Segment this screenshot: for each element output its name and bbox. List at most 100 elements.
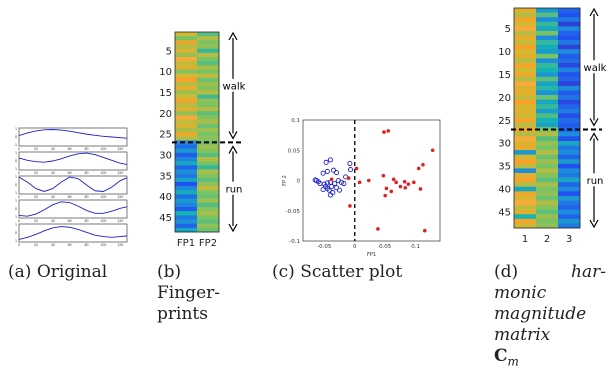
harmonic-cell — [536, 200, 559, 206]
harmonic-cell — [514, 113, 537, 119]
harmonic-cell — [536, 108, 559, 114]
harmonic-cell — [536, 90, 559, 96]
fingerprint-cell — [175, 144, 198, 149]
fingerprint-walk-arrow-head-down — [228, 131, 238, 140]
subplot-5-ytick: 1 — [15, 239, 17, 243]
subplot-5-xtick: 80 — [84, 243, 88, 247]
harmonic-cell — [558, 177, 581, 183]
scatter-point-dot — [376, 227, 380, 231]
subplot-3-xtick: 60 — [68, 195, 72, 199]
fingerprint-cell — [197, 98, 220, 104]
caption-b: (b) Finger- prints — [157, 262, 220, 325]
fingerprint-cell — [197, 207, 220, 212]
harmonic-cell — [536, 159, 559, 165]
subplot-4-line — [18, 201, 128, 217]
harmonic-cell — [514, 90, 537, 96]
subplot-1-xtick: 80 — [84, 147, 88, 151]
harmonic-cell — [558, 81, 581, 87]
subplot-3-xtick: 100 — [100, 195, 106, 199]
harmonic-cell — [514, 218, 537, 224]
fingerprint-walk-label-bg — [222, 78, 246, 92]
fingerprint-cell — [175, 52, 198, 58]
harmonic-cell — [536, 95, 559, 100]
harmonic-cell — [536, 44, 559, 50]
harmonic-cell — [536, 177, 559, 183]
fingerprint-cell — [197, 227, 220, 233]
fingerprint-cell — [197, 211, 220, 216]
harmonic-cell — [514, 85, 537, 91]
caption-b-line2: prints — [157, 304, 208, 324]
scatter-frame — [302, 119, 441, 242]
harmonic-cell — [558, 191, 581, 197]
harmonic-cell — [536, 53, 559, 59]
harmonic-cell — [514, 127, 537, 133]
harmonic-cell — [558, 108, 581, 114]
fingerprint-cell — [197, 198, 220, 204]
harmonic-cell — [558, 122, 581, 128]
scatter-point-dot — [406, 182, 411, 186]
harmonic-cell — [536, 122, 559, 128]
scatter-point-circle — [326, 187, 332, 193]
harmonic-cell — [558, 49, 581, 55]
harmonic-cell — [558, 140, 581, 146]
harmonic-cell — [536, 113, 559, 119]
harmonic-cell — [514, 214, 537, 220]
fingerprint-cell — [175, 173, 198, 179]
subplot-4-xtick: 80 — [84, 219, 88, 223]
harmonic-cell — [514, 35, 537, 41]
harmonic-cell — [558, 186, 581, 192]
caption-c-text: Scatter plot — [300, 262, 403, 282]
scatter-point-dot — [382, 130, 386, 134]
harmonic-cell — [558, 104, 581, 110]
scatter-point-circle — [333, 170, 340, 176]
fingerprint-cell — [175, 115, 198, 120]
fingerprint-walk-arrow-head-up — [228, 31, 238, 41]
subplot-2-xtick: 60 — [68, 171, 72, 175]
fingerprint-cell — [197, 136, 220, 141]
fingerprint-ytick: 45 — [159, 213, 172, 224]
harmonic-cell — [514, 17, 537, 23]
subplot-4-frame — [18, 199, 128, 219]
harmonic-cell — [558, 35, 581, 41]
subplot-2-line — [18, 152, 128, 166]
scatter-point-dot — [383, 193, 388, 198]
harmonic-cell — [514, 145, 537, 151]
subplot-5-xtick: 120 — [117, 243, 123, 247]
fingerprint-cell — [175, 65, 198, 70]
harmonic-cell — [514, 99, 537, 105]
scatter-point-dot — [421, 162, 425, 167]
harmonic-cell — [536, 72, 559, 78]
fingerprint-cell — [175, 136, 198, 141]
fingerprint-cell — [175, 102, 198, 108]
fingerprint-cell — [197, 169, 220, 174]
subplot-2-ytick: 1 — [15, 167, 17, 171]
harmonic-cell — [558, 145, 581, 151]
harmonic-cell — [514, 140, 537, 146]
harmonic-cell — [514, 223, 537, 229]
harmonic-cell — [558, 58, 581, 64]
subplot-5-xtick: 20 — [34, 243, 38, 247]
harmonic-cell — [558, 159, 581, 165]
harmonic-cell — [558, 53, 581, 59]
fingerprint-cell — [175, 123, 198, 129]
fingerprint-cell — [175, 140, 198, 145]
harmonic-run-label-bg — [583, 173, 607, 187]
harmonic-cell — [558, 72, 581, 78]
harmonic-cell — [514, 44, 537, 50]
harmonic-cell — [558, 21, 581, 27]
harmonic-ytick: 45 — [498, 207, 511, 218]
harmonic-cell — [558, 63, 581, 68]
harmonic-cell — [558, 44, 581, 50]
fingerprint-cell — [175, 111, 198, 116]
harmonic-cell — [536, 104, 559, 110]
harmonic-cell — [514, 21, 537, 27]
harmonic-cell — [558, 131, 581, 137]
caption-d-line1: har- — [571, 262, 606, 282]
fingerprint-cell — [197, 69, 220, 74]
harmonic-cell — [558, 154, 581, 160]
fingerprint-cell — [197, 215, 220, 220]
harmonic-cell — [514, 173, 537, 178]
subplot-5-xtick: 60 — [68, 243, 72, 247]
scatter-point-circle — [335, 177, 341, 184]
